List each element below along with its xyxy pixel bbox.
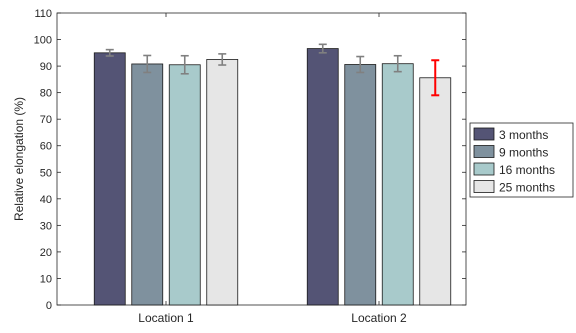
legend-label: 16 months	[499, 163, 555, 177]
bar	[93, 52, 126, 306]
y-tick-label: 70	[40, 114, 52, 126]
bar	[131, 63, 164, 306]
legend-label: 9 months	[499, 146, 548, 160]
y-tick-label: 100	[34, 35, 52, 47]
bar	[419, 77, 452, 306]
y-tick-label: 60	[40, 141, 52, 153]
legend-swatch	[473, 162, 495, 176]
y-tick-label: 110	[34, 8, 52, 20]
bar	[206, 59, 239, 306]
legend-swatch	[473, 145, 495, 158]
legend-label: 25 months	[499, 181, 555, 195]
bar	[381, 63, 414, 306]
y-axis: 0 10 20 30 40 50 60 70 80 90 100 110	[34, 8, 466, 312]
legend-swatch	[473, 127, 495, 141]
legend: 3 months 9 months 16 months 25 months	[469, 122, 574, 198]
y-tick-label: 50	[40, 167, 52, 179]
bar	[344, 64, 377, 306]
bar	[168, 64, 201, 306]
x-axis: Location 1 Location 2	[138, 13, 407, 325]
x-tick-label: Location 1	[138, 311, 194, 325]
y-tick-label: 40	[40, 194, 52, 206]
y-tick-label: 0	[46, 300, 52, 312]
y-axis-label: Relative elongation (%)	[12, 97, 26, 221]
bar	[306, 48, 339, 306]
y-tick-label: 90	[40, 61, 52, 73]
legend-swatch	[473, 180, 495, 193]
legend-label: 3 months	[499, 128, 548, 142]
y-tick-label: 30	[40, 220, 52, 232]
y-tick-label: 10	[40, 273, 52, 285]
x-tick-label: Location 2	[351, 311, 407, 325]
bars	[93, 43, 452, 306]
y-tick-label: 20	[40, 247, 52, 259]
y-tick-label: 80	[40, 88, 52, 100]
